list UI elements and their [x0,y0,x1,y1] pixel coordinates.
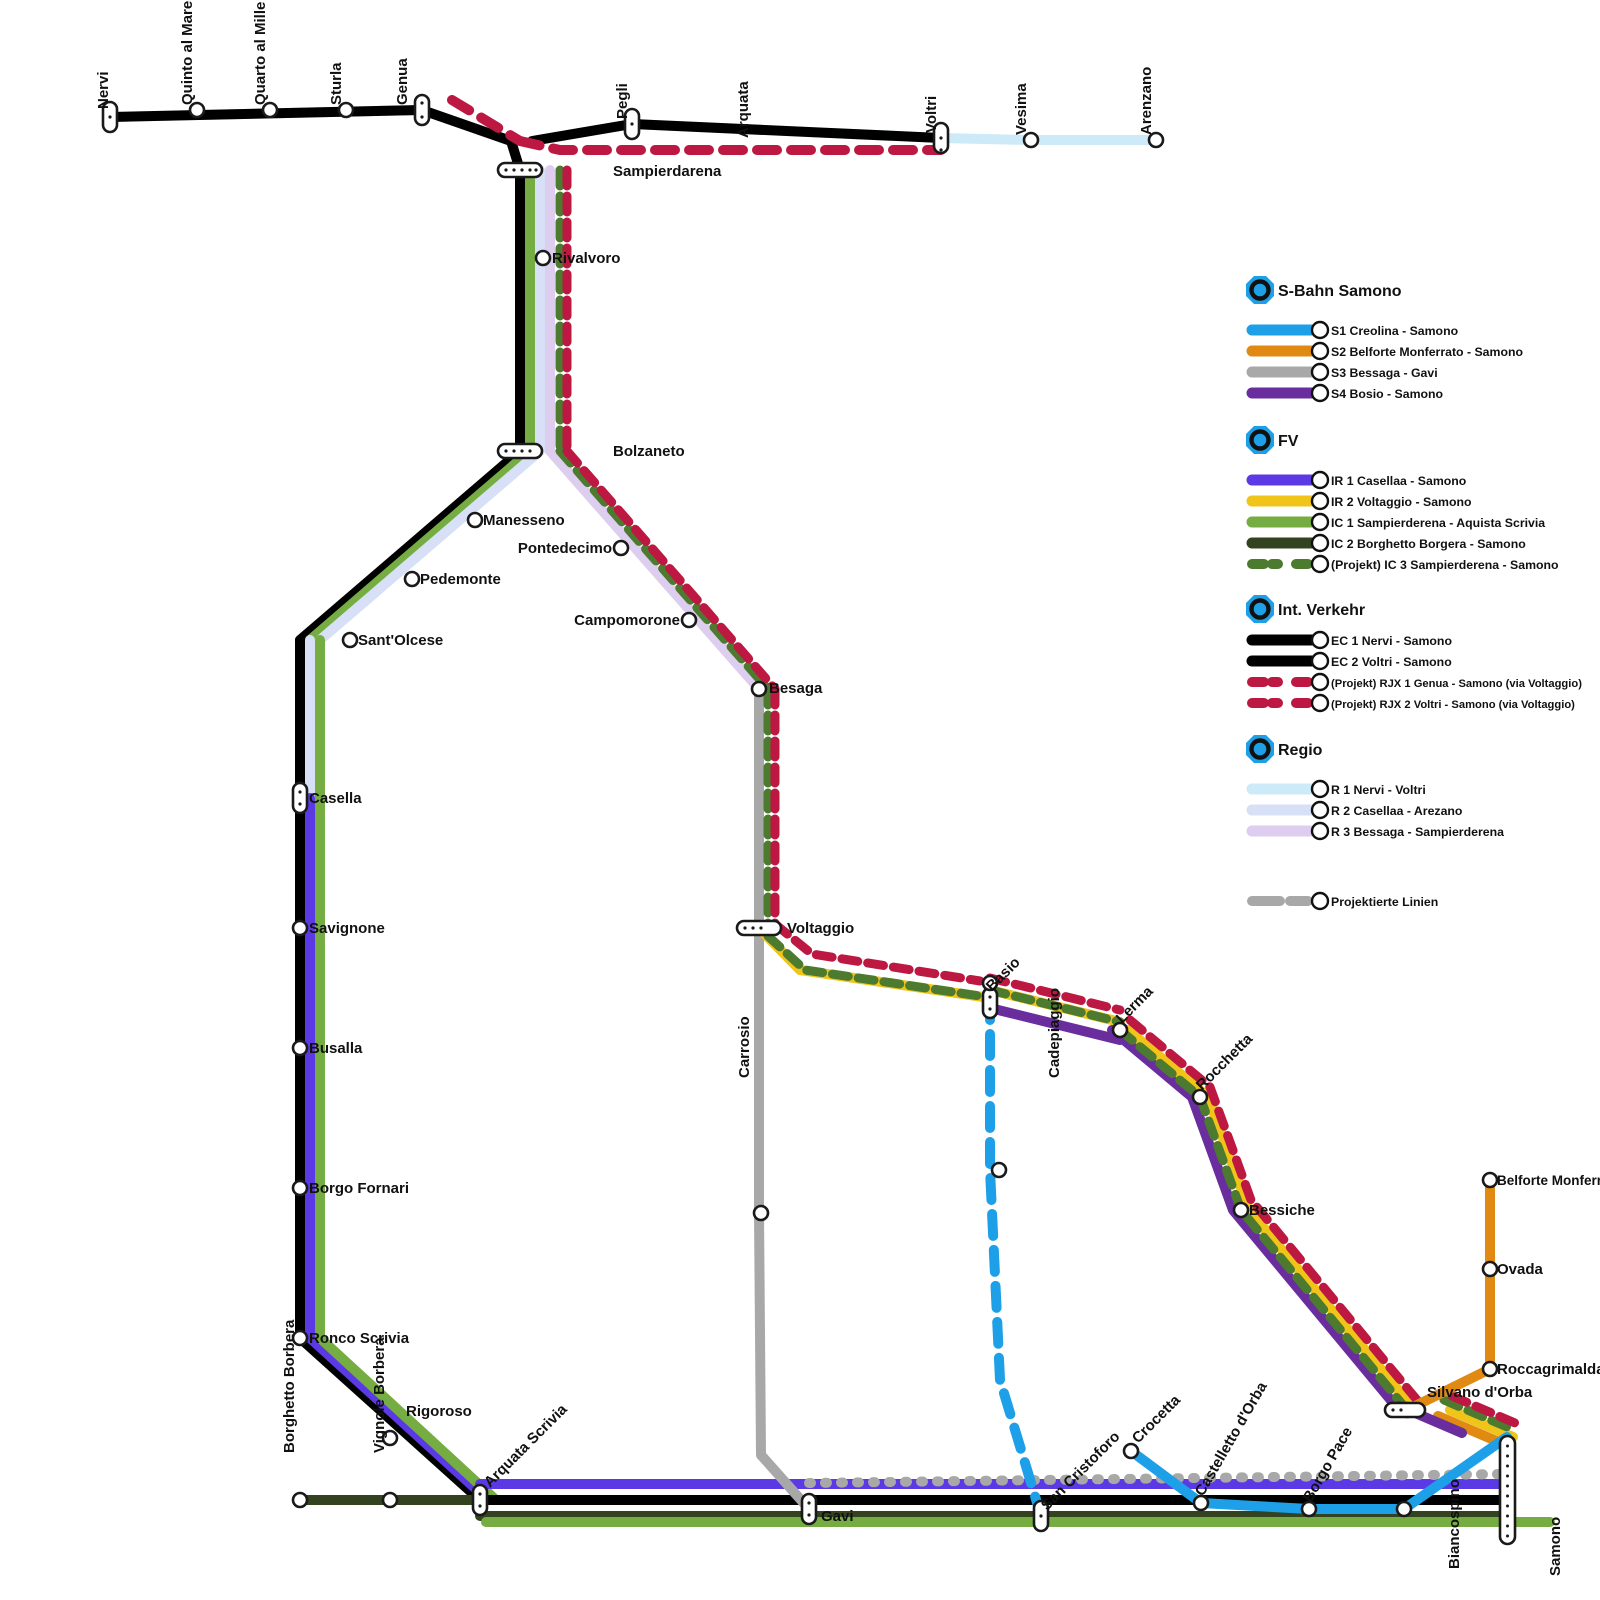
svg-text:Sant'Olcese: Sant'Olcese [358,632,443,649]
svg-text:Bolzaneto: Bolzaneto [613,443,685,460]
svg-text:Quarto al Mille: Quarto al Mille [252,2,269,105]
svg-text:Arquata: Arquata [735,81,752,138]
svg-text:Sampierdarena: Sampierdarena [613,163,722,180]
svg-text:S1 Creolina - Samono: S1 Creolina - Samono [1331,324,1459,338]
svg-text:Vignole Borbera: Vignole Borbera [371,1337,388,1453]
svg-text:IR 2 Voltaggio - Samono: IR 2 Voltaggio - Samono [1331,495,1472,509]
svg-text:Rigoroso: Rigoroso [406,1403,472,1420]
svg-text:Manesseno: Manesseno [483,512,565,529]
svg-text:S2 Belforte Monferrato - Samon: S2 Belforte Monferrato - Samono [1331,345,1523,359]
svg-text:R 1 Nervi - Voltri: R 1 Nervi - Voltri [1331,783,1426,797]
svg-text:S-Bahn Samono: S-Bahn Samono [1278,283,1402,300]
svg-text:EC 2 Voltri - Samono: EC 2 Voltri - Samono [1331,655,1452,669]
svg-text:Cadepiaggio: Cadepiaggio [1046,988,1063,1078]
svg-text:(Projekt) RJX 2 Voltri - Samon: (Projekt) RJX 2 Voltri - Samono (via Vol… [1331,699,1575,711]
svg-text:IR 1 Casellaa - Samono: IR 1 Casellaa - Samono [1331,474,1467,488]
svg-text:Belforte Monferrato: Belforte Monferrato [1497,1173,1600,1188]
svg-text:IC 2 Borghetto Borgera - Samon: IC 2 Borghetto Borgera - Samono [1331,537,1526,551]
svg-text:Arenzano: Arenzano [1138,67,1155,135]
svg-text:Pedemonte: Pedemonte [420,571,501,588]
svg-text:Sturla: Sturla [328,62,345,105]
svg-text:Bessiche: Bessiche [1249,1202,1315,1219]
svg-text:S4 Bosio - Samono: S4 Bosio - Samono [1331,387,1444,401]
svg-text:Borgo Fornari: Borgo Fornari [309,1180,409,1197]
svg-text:Besaga: Besaga [769,680,823,697]
svg-text:Borghetto Borbera: Borghetto Borbera [281,1319,298,1453]
svg-text:Pegli: Pegli [614,83,631,119]
svg-text:Voltaggio: Voltaggio [787,920,854,937]
svg-text:(Projekt) RJX 1 Genua - Samono: (Projekt) RJX 1 Genua - Samono (via Volt… [1331,678,1582,690]
svg-text:Busalla: Busalla [309,1040,363,1057]
svg-text:Ovada: Ovada [1497,1261,1544,1278]
svg-text:Nervi: Nervi [95,71,112,109]
svg-text:Regio: Regio [1278,742,1323,759]
svg-text:Campomorone: Campomorone [574,612,680,629]
svg-text:Pontedecimo: Pontedecimo [518,540,612,557]
svg-text:Int. Verkehr: Int. Verkehr [1278,602,1365,619]
svg-text:Ronco Scrivia: Ronco Scrivia [309,1330,410,1347]
svg-text:Carrosio: Carrosio [736,1016,753,1078]
svg-text:Silvano d'Orba: Silvano d'Orba [1427,1384,1533,1401]
svg-text:FV: FV [1278,433,1299,450]
svg-text:Gavi: Gavi [821,1508,854,1525]
svg-text:Rivalvoro: Rivalvoro [552,250,620,267]
svg-text:(Projekt) IC 3 Sampierderena -: (Projekt) IC 3 Sampierderena - Samono [1331,558,1559,572]
svg-text:Genua: Genua [394,58,411,105]
svg-text:Casella: Casella [309,790,362,807]
svg-text:IC 1 Sampierderena - Aquista S: IC 1 Sampierderena - Aquista Scrivia [1331,516,1545,530]
svg-text:R 3 Bessaga - Sampierderena: R 3 Bessaga - Sampierderena [1331,825,1504,839]
svg-text:Biancospino: Biancospino [1446,1479,1463,1569]
svg-text:S3 Bessaga - Gavi: S3 Bessaga - Gavi [1331,366,1438,380]
svg-text:R 2 Casellaa - Arezano: R 2 Casellaa - Arezano [1331,804,1463,818]
svg-text:EC 1 Nervi - Samono: EC 1 Nervi - Samono [1331,634,1452,648]
svg-text:Projektierte Linien: Projektierte Linien [1331,895,1438,909]
svg-text:Samono: Samono [1547,1517,1564,1576]
svg-text:Savignone: Savignone [309,920,385,937]
svg-text:Vesima: Vesima [1013,83,1030,135]
svg-text:Quinto al Mare: Quinto al Mare [179,1,196,105]
svg-text:Voltri: Voltri [923,96,940,133]
svg-text:Roccagrimalda: Roccagrimalda [1497,1361,1600,1378]
